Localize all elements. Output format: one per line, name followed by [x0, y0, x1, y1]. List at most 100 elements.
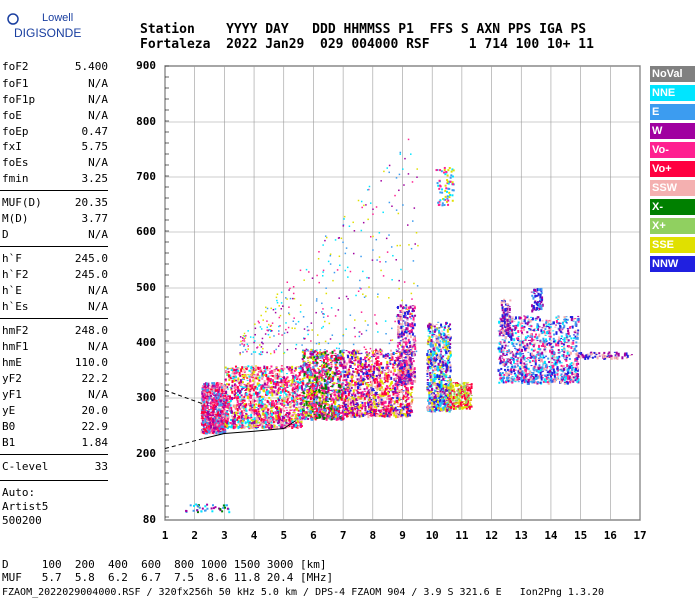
echo-point — [241, 412, 244, 416]
echo-point — [343, 349, 346, 351]
echo-point — [211, 429, 214, 433]
echo-point — [275, 399, 278, 402]
echo-point — [302, 404, 305, 406]
echo-point — [355, 398, 358, 401]
echo-point — [302, 382, 305, 386]
echo-point — [215, 397, 218, 400]
echo-point — [306, 371, 309, 375]
echo-point — [241, 386, 244, 390]
echo-point — [323, 394, 326, 397]
echo-point — [403, 407, 406, 411]
echo-point — [388, 377, 391, 380]
echo-point — [282, 386, 285, 389]
echo-point — [239, 425, 242, 428]
echo-point — [402, 360, 405, 362]
echo-point — [376, 360, 379, 363]
echo-point — [373, 400, 376, 404]
echo-point — [320, 393, 323, 397]
echo-point — [321, 367, 324, 370]
echo-point — [202, 413, 205, 417]
echo-point — [329, 385, 332, 387]
param-label: yF1 — [2, 388, 22, 401]
echo-point — [264, 416, 267, 418]
echo-point — [385, 353, 388, 356]
param-label: B1 — [2, 436, 16, 449]
echo-point — [323, 356, 326, 358]
echo-point — [362, 393, 365, 396]
echo-point — [405, 350, 408, 354]
echo-point — [212, 393, 215, 395]
echo-point — [303, 352, 306, 356]
echo-point — [307, 360, 310, 362]
echo-point — [267, 416, 270, 418]
echo-point — [296, 384, 299, 388]
echo-point — [401, 411, 404, 414]
echo-point — [243, 373, 246, 377]
echo-point — [202, 421, 205, 425]
echo-point — [339, 350, 342, 354]
echo-point — [270, 407, 273, 410]
echo-point — [205, 419, 208, 423]
echo-point — [273, 390, 276, 394]
echo-point — [381, 351, 384, 353]
echo-point — [402, 371, 405, 375]
echo-point — [247, 425, 250, 428]
echo-point — [348, 368, 351, 371]
echo-point — [373, 409, 376, 413]
echo-point — [249, 390, 252, 392]
echo-point — [268, 422, 271, 425]
param-value: 245.0 — [74, 268, 108, 281]
echo-point — [290, 420, 293, 422]
echo-point — [336, 395, 339, 399]
echo-point — [407, 391, 410, 395]
echo-point — [261, 412, 264, 416]
echo-point — [268, 402, 271, 406]
echo-point — [334, 375, 337, 377]
echo-point — [343, 387, 346, 390]
echo-point — [378, 364, 381, 367]
echo-point — [376, 376, 379, 378]
echo-point — [397, 389, 400, 392]
echo-point — [356, 384, 359, 386]
echo-point — [263, 368, 266, 370]
echo-point — [388, 394, 391, 397]
echo-point — [398, 322, 401, 325]
echo-point — [343, 363, 346, 366]
echo-point — [213, 419, 216, 421]
echo-point — [345, 374, 348, 376]
echo-point — [356, 389, 359, 391]
echo-point — [363, 388, 366, 391]
echo-point — [283, 404, 286, 406]
echo-point — [288, 411, 291, 415]
echo-point — [333, 417, 336, 420]
echo-point — [258, 391, 261, 394]
echo-point — [250, 377, 253, 379]
echo-point — [288, 392, 291, 396]
echo-point — [300, 422, 303, 426]
echo-point — [235, 396, 238, 399]
echo-point — [301, 417, 304, 420]
echo-point — [293, 423, 296, 427]
echo-point — [410, 378, 413, 381]
echo-point — [274, 380, 277, 383]
echo-point — [386, 396, 389, 400]
echo-point — [403, 414, 406, 416]
echo-point — [392, 409, 395, 413]
echo-point — [283, 380, 286, 384]
echo-point — [397, 369, 400, 371]
echo-point — [380, 409, 383, 413]
echo-point — [201, 391, 204, 395]
echo-point — [343, 405, 346, 407]
echo-point — [347, 414, 350, 417]
echo-point — [354, 406, 357, 408]
echo-point — [330, 356, 333, 359]
echo-point — [366, 386, 369, 390]
echo-point — [281, 398, 284, 400]
echo-point — [364, 409, 367, 411]
echo-point — [353, 413, 356, 415]
echo-point — [384, 379, 387, 382]
echo-point — [330, 417, 333, 420]
echo-point — [323, 413, 326, 415]
echo-point — [307, 411, 310, 413]
echo-point — [299, 403, 302, 405]
